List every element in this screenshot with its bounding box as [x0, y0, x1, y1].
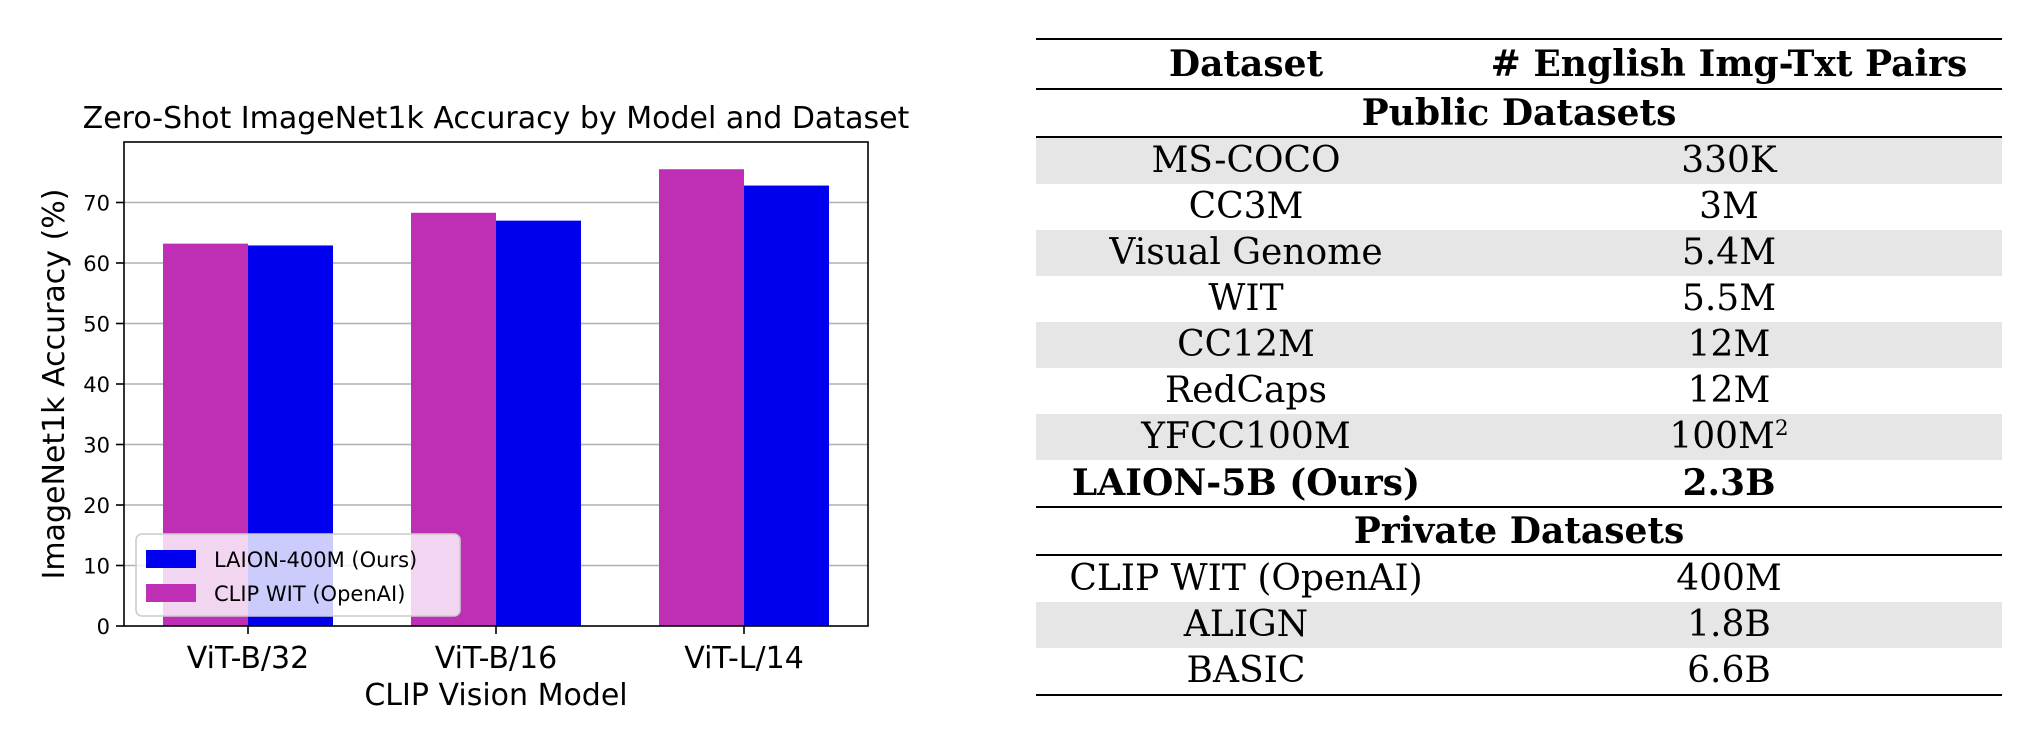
- legend-box: [135, 533, 461, 617]
- dataset-name: MS-COCO: [1036, 137, 1456, 184]
- dataset-name: LAION-5B (Ours): [1036, 460, 1456, 508]
- table-row: BASIC 6.6B: [1036, 648, 2002, 696]
- table-row: RedCaps 12M: [1036, 368, 2002, 414]
- legend-label: CLIP WIT (OpenAI): [214, 582, 405, 606]
- pair-count: 330K: [1456, 137, 2002, 184]
- y-axis-ticks: 0 10 20 30 40 50 60 70: [83, 192, 124, 639]
- table-row: CC12M 12M: [1036, 322, 2002, 368]
- chart-title: Zero-Shot ImageNet1k Accuracy by Model a…: [83, 101, 910, 136]
- dataset-name: WIT: [1208, 278, 1284, 319]
- dataset-name: RedCaps: [1165, 370, 1327, 411]
- x-tick-label: ViT-B/16: [435, 641, 557, 676]
- x-axis-label: CLIP Vision Model: [364, 678, 627, 713]
- dataset-name: BASIC: [1036, 648, 1456, 696]
- table-row: ALIGN 1.8B: [1036, 602, 2002, 648]
- pair-count: 12M: [1687, 370, 1771, 411]
- table-header-row: Dataset # English Img-Txt Pairs: [1036, 38, 2002, 90]
- section-row-public: Public Datasets: [1036, 89, 2002, 138]
- dataset-name: YFCC100M: [1036, 414, 1456, 460]
- table-row: CLIP WIT (OpenAI) 400M: [1036, 555, 2002, 602]
- pair-count: 2.3B: [1456, 460, 2002, 508]
- pair-count: 5.4M: [1456, 230, 2002, 276]
- header-dataset: Dataset: [1036, 38, 1456, 90]
- y-tick-label: 50: [83, 313, 110, 337]
- pair-count: 100M: [1669, 416, 1775, 457]
- pair-count: 6.6B: [1456, 648, 2002, 696]
- dataset-name: ALIGN: [1036, 602, 1456, 648]
- x-axis-ticks: ViT-B/32 ViT-B/16 ViT-L/14: [187, 626, 804, 676]
- dataset-table-container: Dataset # English Img-Txt Pairs Public D…: [1036, 38, 2002, 696]
- header-pairs: # English Img-Txt Pairs: [1456, 38, 2002, 90]
- y-tick-label: 40: [83, 373, 110, 397]
- pair-count: 1.8B: [1456, 602, 2002, 648]
- dataset-table: Dataset # English Img-Txt Pairs Public D…: [1036, 38, 2002, 696]
- pair-count: 3M: [1699, 186, 1759, 227]
- table-row-ours: LAION-5B (Ours) 2.3B: [1036, 460, 2002, 508]
- dataset-name: Visual Genome: [1036, 230, 1456, 276]
- table-row: WIT 5.5M: [1036, 276, 2002, 322]
- bar: [744, 185, 829, 626]
- table-row: MS-COCO 330K: [1036, 137, 2002, 184]
- footnote-marker: 2: [1774, 416, 1789, 441]
- y-axis-label: ImageNet1k Accuracy (%): [37, 188, 72, 579]
- y-tick-label: 0: [97, 615, 110, 639]
- legend-swatch: [146, 550, 196, 568]
- section-label: Public Datasets: [1036, 89, 2002, 138]
- bar: [496, 220, 581, 626]
- x-tick-label: ViT-B/32: [187, 641, 309, 676]
- table-row: YFCC100M 100M2: [1036, 414, 2002, 460]
- legend-swatch: [146, 584, 196, 602]
- table-row: CC3M 3M: [1036, 184, 2002, 230]
- section-label: Private Datasets: [1036, 507, 2002, 556]
- pair-count: 400M: [1676, 558, 1782, 599]
- legend-label: LAION-400M (Ours): [214, 548, 417, 572]
- legend: LAION-400M (Ours) CLIP WIT (OpenAI): [135, 533, 461, 617]
- table-row: Visual Genome 5.4M: [1036, 230, 2002, 276]
- y-tick-label: 10: [83, 555, 110, 579]
- chart-canvas: Zero-Shot ImageNet1k Accuracy by Model a…: [37, 101, 910, 713]
- bar: [659, 169, 744, 626]
- dataset-name: CLIP WIT (OpenAI): [1069, 558, 1423, 599]
- y-tick-label: 60: [83, 252, 110, 276]
- dataset-name: CC12M: [1036, 322, 1456, 368]
- pair-count: 12M: [1456, 322, 2002, 368]
- y-tick-label: 30: [83, 434, 110, 458]
- pair-count: 5.5M: [1681, 278, 1777, 319]
- y-tick-label: 70: [83, 192, 110, 216]
- pair-count-cell: 100M2: [1456, 414, 2002, 460]
- y-tick-label: 20: [83, 494, 110, 518]
- dataset-name: CC3M: [1188, 186, 1304, 227]
- section-row-private: Private Datasets: [1036, 507, 2002, 556]
- bar-chart: Zero-Shot ImageNet1k Accuracy by Model a…: [0, 0, 1000, 724]
- x-tick-label: ViT-L/14: [684, 641, 804, 676]
